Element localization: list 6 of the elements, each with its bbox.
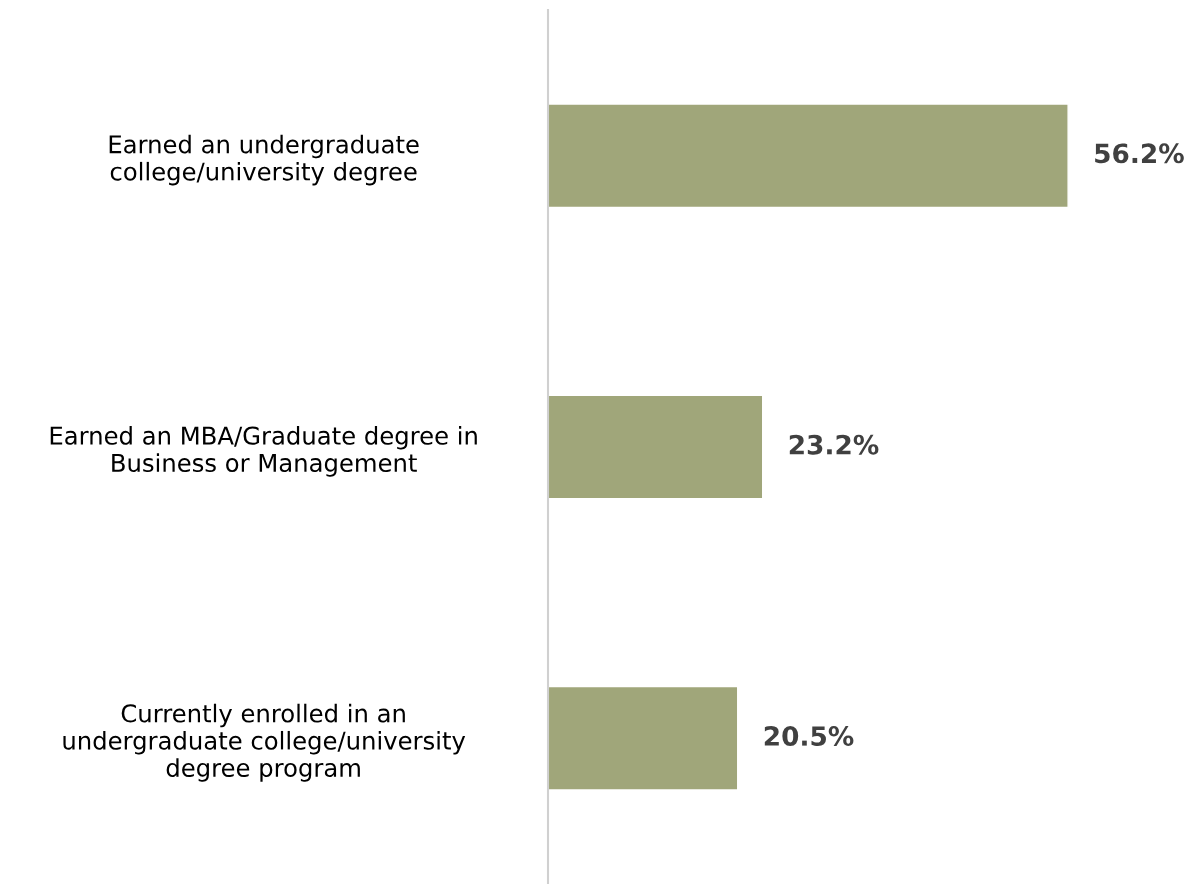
y-tick-label: Currently enrolled in an undergraduate college/university degree program	[63, 703, 466, 782]
data-label: 56.2%	[1095, 143, 1184, 164]
data-label: 23.2%	[789, 434, 879, 455]
y-tick-label: Earned an undergraduate college/university degree	[109, 134, 419, 186]
data-label: 20.5%	[764, 726, 854, 746]
y-tick-label: Earned an MBA/Graduate degree in Business or Management	[50, 426, 477, 477]
